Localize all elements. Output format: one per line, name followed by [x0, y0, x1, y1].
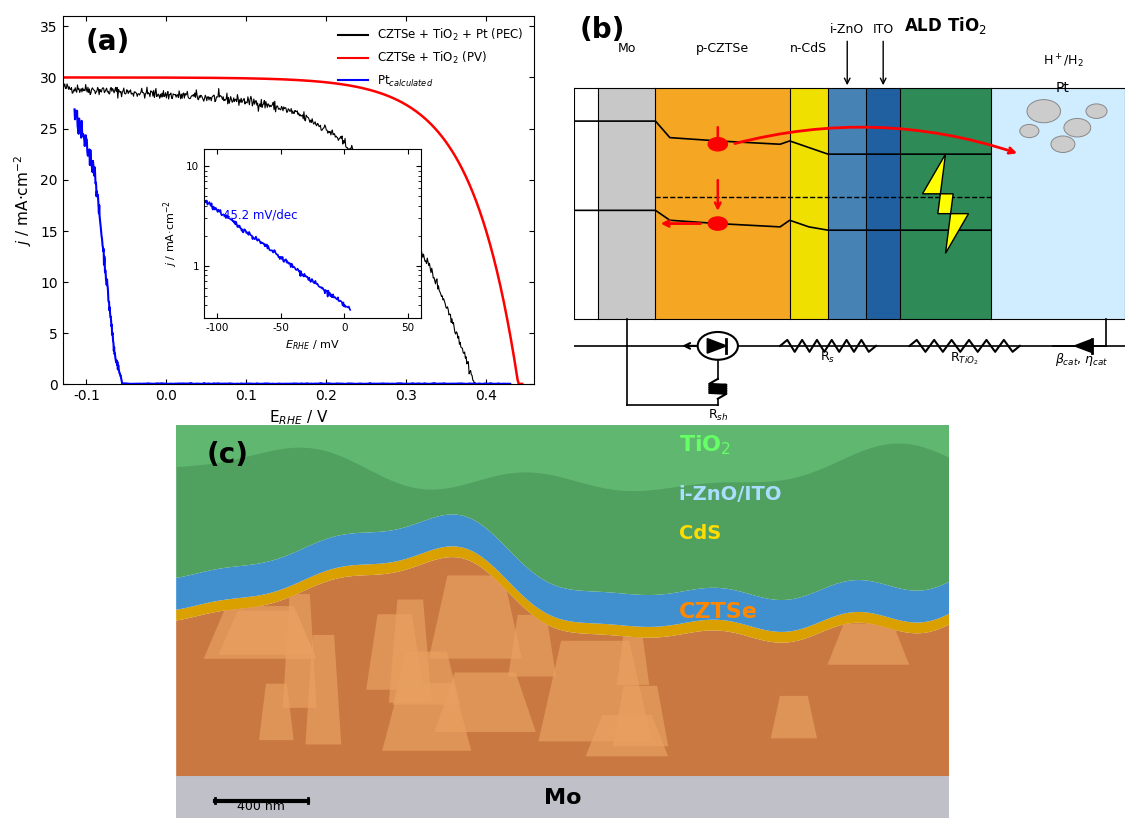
Text: (c): (c): [207, 441, 249, 469]
Text: Pt: Pt: [1055, 81, 1069, 95]
Text: i-ZnO/ITO: i-ZnO/ITO: [678, 485, 782, 504]
Circle shape: [1085, 104, 1106, 119]
Polygon shape: [392, 652, 460, 705]
Polygon shape: [1072, 339, 1091, 354]
Polygon shape: [176, 515, 949, 632]
Polygon shape: [259, 684, 293, 740]
Polygon shape: [382, 683, 471, 751]
Bar: [828, 88, 866, 320]
Text: Mo: Mo: [544, 788, 580, 808]
Text: ALD TiO$_2$: ALD TiO$_2$: [903, 15, 986, 36]
Bar: [866, 88, 900, 320]
Bar: [598, 88, 655, 320]
Polygon shape: [366, 615, 424, 690]
Text: i-ZnO: i-ZnO: [829, 22, 863, 36]
Text: ITO: ITO: [872, 22, 893, 36]
Circle shape: [708, 138, 727, 151]
Circle shape: [1063, 119, 1091, 137]
Bar: [176, 776, 949, 818]
Polygon shape: [218, 611, 315, 655]
Polygon shape: [922, 154, 968, 254]
Polygon shape: [176, 425, 949, 601]
Text: (a): (a): [86, 27, 131, 55]
Circle shape: [698, 332, 737, 360]
Text: R$_s$: R$_s$: [820, 350, 835, 365]
Legend: CZTSe + TiO$_2$ + Pt (PEC), CZTSe + TiO$_2$ (PV), Pt$_{calculated}$: CZTSe + TiO$_2$ + Pt (PEC), CZTSe + TiO$…: [333, 22, 528, 93]
Text: $\beta_{cat}$, $\eta_{cat}$: $\beta_{cat}$, $\eta_{cat}$: [1054, 350, 1109, 368]
Bar: [991, 88, 1125, 320]
Polygon shape: [617, 637, 649, 685]
Polygon shape: [612, 686, 668, 746]
Text: (b): (b): [579, 17, 625, 45]
Circle shape: [1019, 125, 1038, 138]
Polygon shape: [176, 547, 949, 643]
Polygon shape: [176, 425, 949, 491]
Polygon shape: [770, 696, 817, 738]
Polygon shape: [434, 672, 535, 732]
Polygon shape: [203, 606, 317, 659]
Text: Mo: Mo: [617, 42, 635, 55]
Circle shape: [1027, 100, 1060, 123]
Polygon shape: [538, 641, 651, 742]
Text: n-CdS: n-CdS: [790, 42, 827, 55]
Text: R$_{sh}$: R$_{sh}$: [708, 407, 727, 422]
Circle shape: [1051, 136, 1075, 153]
Text: CdS: CdS: [678, 524, 720, 543]
Bar: [790, 88, 828, 320]
Polygon shape: [428, 576, 521, 659]
Text: 400 nm: 400 nm: [237, 800, 285, 813]
Polygon shape: [283, 594, 317, 708]
Polygon shape: [176, 558, 949, 776]
Text: R$_{TiO_2}$: R$_{TiO_2}$: [950, 350, 978, 367]
Text: H$^+$/H$_2$: H$^+$/H$_2$: [1042, 52, 1083, 69]
Bar: [900, 88, 991, 320]
Polygon shape: [306, 635, 341, 744]
Polygon shape: [707, 339, 726, 354]
X-axis label: E$_{RHE}$ / V: E$_{RHE}$ / V: [268, 409, 328, 427]
Text: p-CZTSe: p-CZTSe: [695, 42, 749, 55]
Polygon shape: [827, 624, 909, 665]
Polygon shape: [585, 715, 668, 757]
Bar: [655, 88, 790, 320]
Text: CZTSe: CZTSe: [678, 602, 757, 622]
Y-axis label: $j$ / mA·cm$^{-2}$: $j$ / mA·cm$^{-2}$: [12, 154, 34, 246]
Circle shape: [708, 217, 727, 230]
Text: TiO$_2$: TiO$_2$: [678, 433, 730, 457]
Polygon shape: [508, 615, 556, 676]
Polygon shape: [389, 600, 432, 703]
